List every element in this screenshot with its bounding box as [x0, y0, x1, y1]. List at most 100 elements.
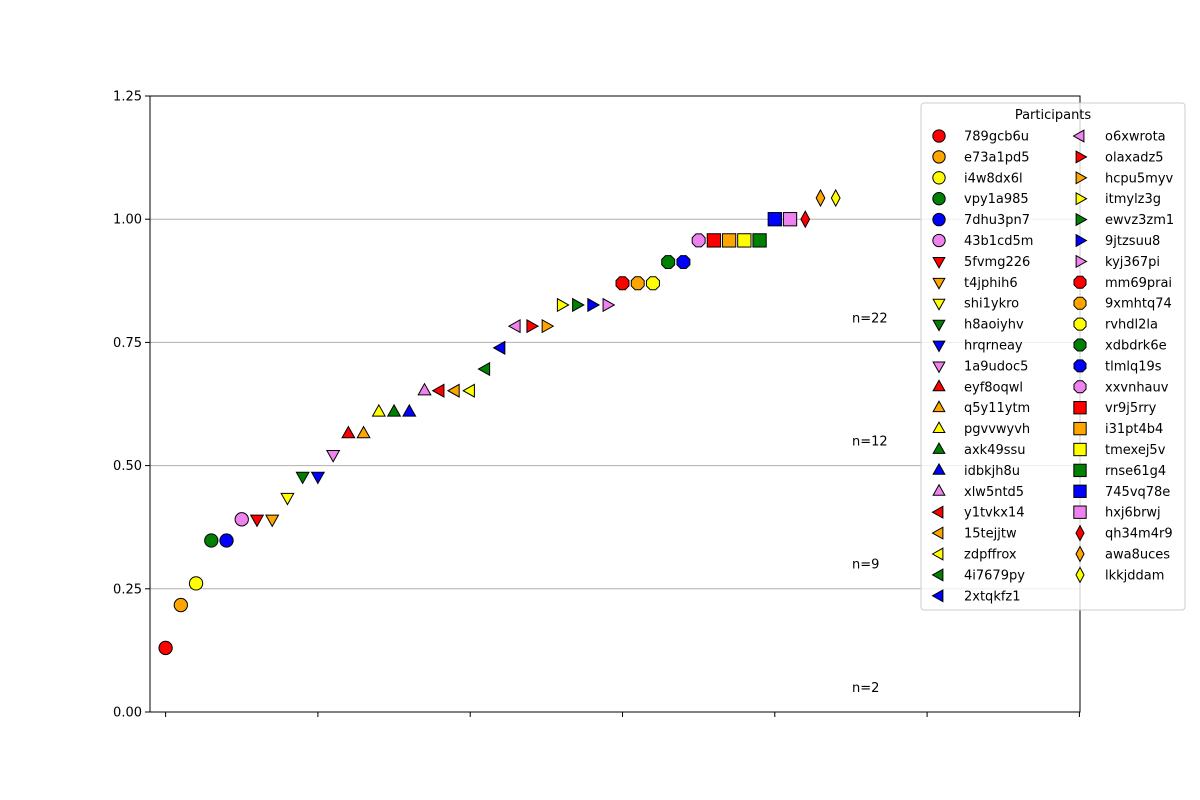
- legend-marker: [1075, 171, 1088, 185]
- data-point-i4w8dx6l: [188, 576, 204, 591]
- legend-marker: [1073, 317, 1087, 331]
- data-point-1a9udoc5: [325, 450, 341, 463]
- data-point-7dhu3pn7: [219, 533, 234, 548]
- legend-marker: [1073, 359, 1087, 373]
- legend-label: kyj367pi: [1105, 255, 1160, 270]
- annotation-label: n=9: [852, 558, 879, 573]
- legend-label: xxvnhauv: [1105, 380, 1169, 395]
- data-point-xlw5ntd5: [417, 382, 432, 396]
- legend-marker: [1073, 380, 1087, 394]
- legend-marker: [1073, 505, 1087, 519]
- legend-label: q5y11ytm: [964, 401, 1030, 416]
- legend-label: vpy1a985: [964, 192, 1029, 207]
- data-point-hcpu5myv: [541, 318, 555, 334]
- legend-label: 1a9udoc5: [964, 359, 1028, 374]
- legend-label: shi1ykro: [964, 297, 1019, 312]
- data-point-y1tvkx14: [431, 383, 445, 398]
- legend-label: mm69prai: [1105, 276, 1172, 291]
- data-point-rnse61g4: [752, 233, 767, 248]
- legend-marker: [1073, 338, 1087, 352]
- legend-title: Participants: [1015, 108, 1092, 123]
- annotations: n=2 n=9 n=12 n=22: [852, 311, 888, 696]
- legend-label: pgvvwyvh: [964, 422, 1030, 437]
- y-axis-ticks: 0.00 0.25 0.50 0.75 1.00 1.25: [113, 90, 150, 721]
- legend-marker: [1073, 296, 1087, 310]
- data-point-itmylz3g: [556, 297, 570, 313]
- legend-label: xdbdrk6e: [1105, 339, 1167, 354]
- y-tick-label: 0.25: [113, 582, 142, 597]
- legend-marker: [931, 568, 944, 582]
- data-point-789gcb6u: [158, 640, 173, 656]
- legend-box: [920, 102, 1186, 611]
- legend-label: zdpffrox: [964, 548, 1017, 563]
- data-point-9jtzsuu8: [587, 297, 601, 313]
- y-tick-label: 0.50: [113, 459, 142, 474]
- data-point-idbkjh8u: [402, 403, 417, 417]
- legend-marker: [1075, 524, 1085, 542]
- legend-marker: [932, 361, 946, 374]
- legend-label: 745vq78e: [1105, 485, 1170, 500]
- legend-marker: [931, 589, 944, 603]
- legend-marker: [932, 192, 946, 206]
- legend-label: 43b1cd5m: [964, 234, 1033, 249]
- data-point-vpy1a985: [204, 533, 219, 548]
- data-point-awa8uces: [815, 188, 826, 208]
- legend-marker: [932, 212, 946, 227]
- data-point-t4jphih6: [265, 514, 280, 528]
- legend-label: rvhdl2la: [1105, 318, 1158, 333]
- legend-label: t4jphih6: [964, 276, 1018, 291]
- legend-marker: [1073, 442, 1087, 457]
- legend-marker: [1075, 212, 1088, 227]
- legend-marker: [932, 277, 946, 290]
- legend-label: i31pt4b4: [1105, 422, 1163, 437]
- data-point-pgvvwyvh: [371, 403, 386, 417]
- legend-label: idbkjh8u: [964, 464, 1020, 479]
- annotation-label: n=22: [852, 311, 888, 326]
- legend-label: hxj6brwj: [1105, 506, 1161, 521]
- legend-label: eyf8oqwl: [964, 380, 1023, 395]
- data-point-5fvmg226: [249, 514, 265, 528]
- legend-label: tmexej5v: [1105, 443, 1166, 458]
- data-point-2xtqkfz1: [492, 340, 506, 355]
- legend-marker: [932, 421, 946, 433]
- legend-marker: [1073, 275, 1087, 289]
- legend-label: itmylz3g: [1105, 192, 1161, 207]
- legend-marker: [932, 400, 946, 413]
- legend-marker: [1072, 129, 1085, 143]
- legend-label: hcpu5myv: [1105, 171, 1174, 186]
- data-point-i31pt4b4: [721, 233, 737, 248]
- legend-marker: [932, 483, 946, 496]
- data-point-tlmlq19s: [676, 255, 691, 270]
- legend-marker: [932, 379, 946, 392]
- data-point-rvhdl2la: [645, 276, 660, 291]
- data-point-e73a1pd5: [173, 597, 188, 613]
- legend: Participants 789gcb6u e73a1pd5 i4w8dx6l vpy1…: [920, 102, 1186, 611]
- legend-marker: [932, 171, 946, 185]
- legend-label: 5fvmg226: [964, 255, 1030, 270]
- legend-label: awa8uces: [1105, 548, 1170, 563]
- data-point-kyj367pi: [602, 297, 616, 313]
- data-point-qh34m4r9: [800, 210, 811, 229]
- legend-marker: [932, 150, 946, 164]
- annotation-label: n=12: [852, 434, 888, 449]
- legend-marker: [1073, 421, 1087, 436]
- legend-label: 9xmhtq74: [1105, 297, 1172, 312]
- legend-marker: [1075, 566, 1085, 584]
- data-point-xxvnhauv: [691, 233, 706, 248]
- legend-label: vr9j5rry: [1105, 401, 1157, 416]
- legend-marker: [932, 233, 946, 248]
- y-tick-label: 1.25: [113, 90, 142, 105]
- data-point-axk49ssu: [386, 403, 402, 417]
- legend-marker: [931, 547, 944, 561]
- annotation-label: n=2: [852, 681, 879, 696]
- legend-label: 15tejjtw: [964, 527, 1017, 542]
- x-axis-ticks: [165, 712, 1080, 717]
- data-point-eyf8oqwl: [341, 425, 356, 439]
- legend-label: qh34m4r9: [1105, 527, 1173, 542]
- data-point-lkkjddam: [830, 188, 841, 208]
- legend-marker: [932, 340, 946, 353]
- legend-marker: [1073, 484, 1087, 498]
- legend-marker: [932, 129, 946, 143]
- legend-label: 2xtqkfz1: [964, 589, 1021, 604]
